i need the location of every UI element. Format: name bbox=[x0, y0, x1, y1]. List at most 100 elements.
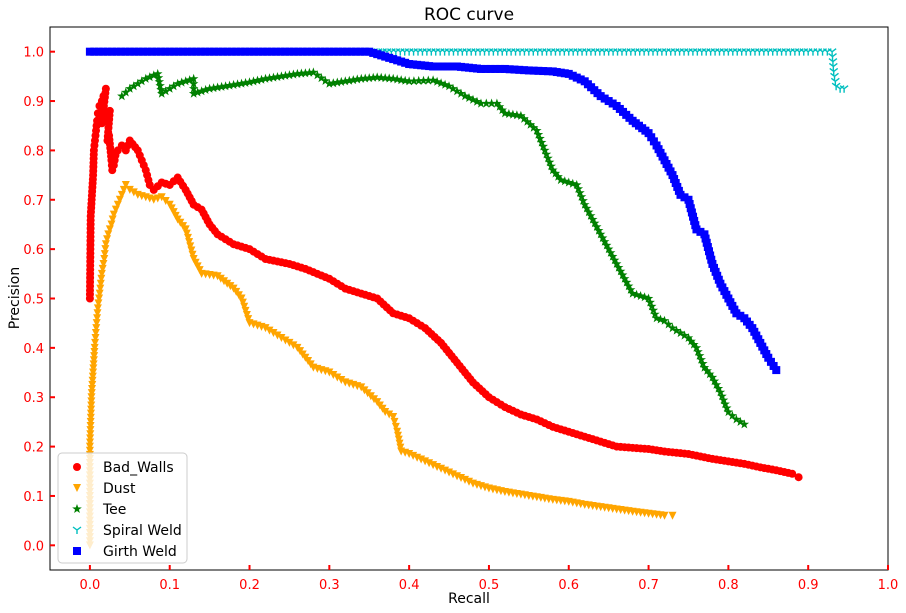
data-point bbox=[184, 75, 195, 85]
data-point bbox=[188, 250, 197, 259]
data-point bbox=[99, 47, 108, 56]
data-point bbox=[125, 185, 134, 194]
data-point bbox=[285, 338, 294, 347]
data-point bbox=[452, 86, 462, 96]
data-point bbox=[540, 145, 550, 155]
data-point bbox=[86, 422, 95, 431]
data-point bbox=[772, 366, 781, 375]
data-point bbox=[240, 77, 251, 87]
data-point bbox=[277, 333, 286, 342]
data-point bbox=[706, 251, 715, 260]
data-point bbox=[91, 333, 100, 342]
data-point bbox=[660, 511, 669, 520]
data-point bbox=[187, 246, 196, 255]
data-point bbox=[429, 62, 438, 71]
data-point bbox=[303, 47, 312, 56]
data-point bbox=[212, 82, 223, 92]
legend-marker-bad-walls bbox=[73, 463, 81, 471]
data-point bbox=[296, 68, 307, 78]
data-point bbox=[356, 47, 365, 56]
data-point bbox=[536, 137, 547, 147]
data-point bbox=[139, 47, 148, 56]
data-point bbox=[472, 96, 482, 106]
y-axis-label: Precision bbox=[7, 267, 23, 329]
data-point bbox=[701, 234, 710, 243]
data-point bbox=[525, 119, 536, 129]
data-point bbox=[272, 47, 281, 56]
data-point bbox=[276, 71, 287, 81]
data-point bbox=[578, 195, 588, 205]
data-point bbox=[650, 309, 660, 319]
data-point bbox=[245, 47, 254, 56]
data-point bbox=[134, 47, 143, 56]
data-point bbox=[121, 180, 130, 189]
data-point bbox=[284, 70, 295, 80]
data-point bbox=[535, 133, 545, 143]
data-point bbox=[639, 292, 650, 302]
data-point bbox=[103, 47, 112, 56]
data-point bbox=[141, 73, 151, 83]
data-point bbox=[153, 68, 163, 78]
data-point bbox=[352, 74, 362, 84]
data-point bbox=[210, 47, 219, 56]
data-point bbox=[702, 365, 712, 375]
x-tick-label: 0.4 bbox=[399, 578, 420, 593]
data-point bbox=[686, 204, 695, 213]
data-point bbox=[99, 259, 108, 268]
data-point bbox=[587, 214, 598, 224]
data-point bbox=[161, 47, 170, 56]
data-point bbox=[320, 47, 329, 56]
data-point bbox=[444, 81, 454, 91]
data-point bbox=[605, 247, 616, 257]
data-point bbox=[830, 77, 840, 86]
data-point bbox=[356, 73, 366, 83]
data-point bbox=[208, 83, 219, 93]
data-point bbox=[723, 407, 734, 417]
data-point bbox=[90, 343, 99, 352]
data-point bbox=[289, 47, 298, 56]
y-tick-label: 0.5 bbox=[23, 293, 44, 308]
data-point bbox=[699, 362, 710, 372]
data-point bbox=[553, 171, 563, 181]
data-point bbox=[713, 383, 724, 393]
y-tick-label: 0.8 bbox=[23, 144, 44, 159]
legend-marker-tee bbox=[72, 504, 82, 513]
data-point bbox=[192, 47, 201, 56]
data-point bbox=[168, 81, 179, 91]
data-point bbox=[580, 199, 590, 209]
legend-label-bad-walls: Bad_Walls bbox=[103, 460, 174, 476]
data-point bbox=[711, 379, 722, 389]
data-point bbox=[668, 511, 677, 520]
data-point bbox=[541, 149, 552, 159]
data-point bbox=[298, 47, 307, 56]
data-point bbox=[186, 242, 195, 251]
data-point bbox=[265, 326, 274, 335]
data-point bbox=[236, 47, 245, 56]
data-point bbox=[575, 187, 585, 197]
data-point bbox=[87, 397, 96, 406]
y-tick-label: 0.4 bbox=[23, 342, 44, 357]
data-point bbox=[685, 200, 694, 209]
data-point bbox=[200, 84, 211, 94]
data-point bbox=[663, 319, 674, 329]
data-point bbox=[238, 298, 247, 307]
x-tick-label: 0.2 bbox=[239, 578, 260, 593]
data-point bbox=[348, 75, 358, 85]
data-point bbox=[635, 291, 646, 301]
data-point bbox=[539, 67, 548, 76]
data-point bbox=[325, 47, 334, 56]
data-point bbox=[720, 399, 730, 409]
data-point bbox=[192, 87, 203, 97]
data-point bbox=[687, 208, 696, 217]
data-point bbox=[143, 47, 152, 56]
data-point bbox=[90, 347, 99, 356]
data-point bbox=[161, 86, 171, 96]
data-point bbox=[249, 47, 258, 56]
data-point bbox=[703, 243, 712, 252]
data-point bbox=[376, 72, 386, 82]
data-point bbox=[516, 110, 526, 120]
legend-marker-spiral-weld bbox=[72, 526, 82, 534]
data-point bbox=[515, 65, 524, 74]
data-point bbox=[347, 47, 356, 56]
data-point bbox=[91, 329, 100, 338]
